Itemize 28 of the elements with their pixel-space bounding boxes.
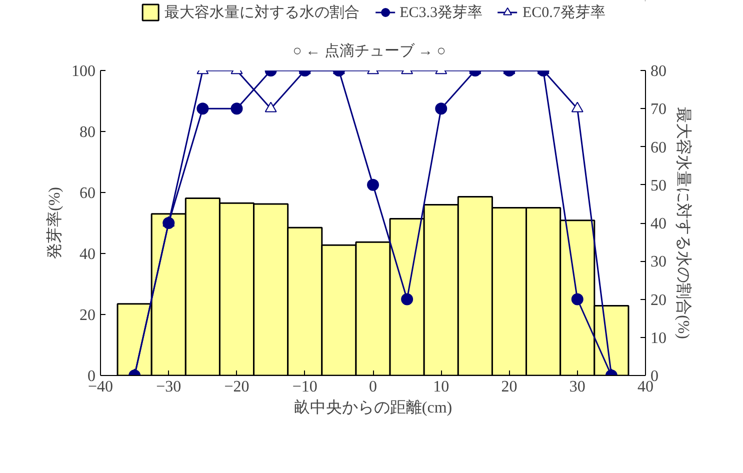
y2-tick-label: 30: [650, 254, 666, 271]
y2-axis-title: 最大容水量に対する水の割合(%): [674, 107, 692, 339]
y2-tick-label: 80: [650, 63, 666, 80]
x-tick-label: 0: [369, 378, 377, 396]
y-tick-label: 100: [72, 63, 96, 80]
legend-label: 最大容水量に対する水の割合: [164, 3, 360, 22]
y2-tick-label: 60: [650, 139, 666, 156]
y-tick-label: 20: [80, 307, 96, 324]
y-tick-label: 80: [80, 124, 96, 141]
x-tick-label: 20: [501, 378, 518, 396]
legend-label: EC0.7発芽率: [522, 3, 606, 22]
x-tick-label: 10: [433, 378, 450, 396]
x-tick-label: −30: [156, 378, 182, 396]
y2-tick-label: 40: [650, 216, 666, 232]
y2-tick-label: 50: [650, 177, 666, 194]
y-tick-label: 0: [88, 368, 96, 385]
x-tick-label: −20: [224, 378, 250, 396]
y2-tick-label: 10: [650, 330, 666, 347]
y2-tick-label: 20: [650, 292, 666, 309]
x-axis-title: 畝中央からの距離(cm): [294, 398, 452, 416]
y2-tick-label: 70: [650, 101, 666, 118]
y-tick-label: 40: [80, 246, 96, 263]
text: ○ ← 点滴チューブ → ○: [292, 42, 446, 60]
legend-label: EC3.3発芽率: [400, 3, 482, 22]
x-tick-label: −10: [292, 378, 318, 396]
y-tick-label: 60: [80, 185, 96, 202]
x-tick-label: 30: [569, 378, 586, 396]
y-axis-title: 発芽率(%): [46, 187, 64, 259]
